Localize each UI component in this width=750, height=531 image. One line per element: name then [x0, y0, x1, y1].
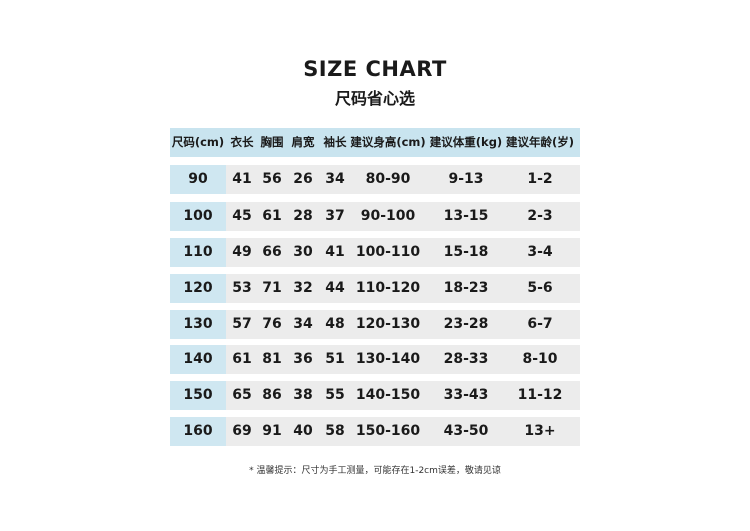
cell-weight: 13-15	[443, 208, 489, 224]
cell-sleeve: 58	[325, 423, 345, 439]
cell-shoulder: 26	[293, 171, 313, 187]
cell-sleeve: 51	[325, 351, 345, 367]
cell-age: 8-10	[522, 351, 558, 367]
cell-age: 2-3	[527, 208, 553, 224]
cell-height: 100-110	[355, 244, 421, 260]
cell-sleeve: 55	[325, 387, 345, 403]
cell-sleeve: 37	[325, 208, 345, 224]
cell-height: 110-120	[355, 280, 421, 296]
cell-size: 90	[188, 171, 208, 187]
size-cell-bg	[170, 310, 226, 339]
table-row: 150 65 86 38 55 140-150 33-43 11-12	[170, 381, 580, 410]
cell-size: 110	[183, 244, 213, 260]
chart-title: SIZE CHART	[303, 57, 447, 81]
cell-chest: 66	[262, 244, 282, 260]
cell-length: 41	[232, 171, 252, 187]
cell-weight: 23-28	[443, 316, 489, 332]
cell-length: 49	[232, 244, 252, 260]
cell-sleeve: 48	[325, 316, 345, 332]
size-cell-bg	[170, 381, 226, 410]
cell-age: 13+	[524, 423, 556, 439]
table-row: 160 69 91 40 58 150-160 43-50 13+	[170, 417, 580, 446]
cell-size: 150	[183, 387, 213, 403]
cell-sleeve: 44	[325, 280, 345, 296]
header-chest: 胸围	[260, 135, 284, 149]
cell-size: 120	[183, 280, 213, 296]
cell-weight: 33-43	[443, 387, 489, 403]
cell-length: 69	[232, 423, 252, 439]
cell-weight: 15-18	[443, 244, 489, 260]
cell-height: 120-130	[355, 316, 421, 332]
table-row: 140 61 81 36 51 130-140 28-33 8-10	[170, 345, 580, 374]
cell-length: 53	[232, 280, 252, 296]
cell-chest: 61	[262, 208, 282, 224]
cell-shoulder: 40	[293, 423, 313, 439]
table-header: 尺码(cm) 衣长 胸围 肩宽 袖长 建议身高(cm) 建议体重(kg) 建议年龄(岁)	[170, 128, 580, 157]
cell-length: 57	[232, 316, 252, 332]
cell-weight: 28-33	[443, 351, 489, 367]
cell-sleeve: 41	[325, 244, 345, 260]
cell-weight: 43-50	[443, 423, 489, 439]
cell-shoulder: 34	[293, 316, 313, 332]
cell-chest: 56	[262, 171, 282, 187]
size-cell-bg	[170, 238, 226, 267]
cell-chest: 81	[262, 351, 282, 367]
cell-height: 130-140	[355, 351, 421, 367]
size-cell-bg	[170, 417, 226, 446]
cell-chest: 71	[262, 280, 282, 296]
measurement-note: * 温馨提示：尺寸为手工测量，可能存在1-2cm误差，敬请见谅	[249, 466, 501, 476]
cell-weight: 9-13	[448, 171, 484, 187]
size-cell-bg	[170, 165, 226, 194]
cell-height: 80-90	[365, 171, 411, 187]
cell-size: 140	[183, 351, 213, 367]
cell-age: 5-6	[527, 280, 553, 296]
cell-sleeve: 34	[325, 171, 345, 187]
cell-size: 100	[183, 208, 213, 224]
cell-age: 3-4	[527, 244, 553, 260]
header-age: 建议年龄(岁)	[505, 135, 575, 149]
cell-weight: 18-23	[443, 280, 489, 296]
cell-age: 11-12	[517, 387, 563, 403]
header-weight: 建议体重(kg)	[429, 135, 503, 149]
table-row: 100 45 61 28 37 90-100 13-15 2-3	[170, 202, 580, 231]
cell-chest: 91	[262, 423, 282, 439]
cell-height: 140-150	[355, 387, 421, 403]
header-shoulder: 肩宽	[291, 135, 315, 149]
cell-age: 6-7	[527, 316, 553, 332]
cell-length: 61	[232, 351, 252, 367]
cell-age: 1-2	[527, 171, 553, 187]
cell-chest: 86	[262, 387, 282, 403]
cell-shoulder: 32	[293, 280, 313, 296]
size-cell-bg	[170, 202, 226, 231]
header-sleeve: 袖长	[323, 135, 347, 149]
chart-subtitle: 尺码省心选	[334, 89, 415, 108]
table-row: 120 53 71 32 44 110-120 18-23 5-6	[170, 274, 580, 303]
table-row: 110 49 66 30 41 100-110 15-18 3-4	[170, 238, 580, 267]
size-cell-bg	[170, 345, 226, 374]
table-row: 90 41 56 26 34 80-90 9-13 1-2	[170, 165, 580, 194]
cell-shoulder: 30	[293, 244, 313, 260]
cell-shoulder: 28	[293, 208, 313, 224]
cell-shoulder: 36	[293, 351, 313, 367]
cell-length: 45	[232, 208, 252, 224]
header-length: 衣长	[230, 135, 254, 149]
header-size: 尺码(cm)	[171, 135, 225, 149]
header-height: 建议身高(cm)	[350, 135, 426, 149]
cell-chest: 76	[262, 316, 282, 332]
size-cell-bg	[170, 274, 226, 303]
cell-length: 65	[232, 387, 252, 403]
cell-shoulder: 38	[293, 387, 313, 403]
cell-size: 130	[183, 316, 213, 332]
cell-size: 160	[183, 423, 213, 439]
cell-height: 90-100	[360, 208, 416, 224]
table-row: 130 57 76 34 48 120-130 23-28 6-7	[170, 310, 580, 339]
cell-height: 150-160	[355, 423, 421, 439]
